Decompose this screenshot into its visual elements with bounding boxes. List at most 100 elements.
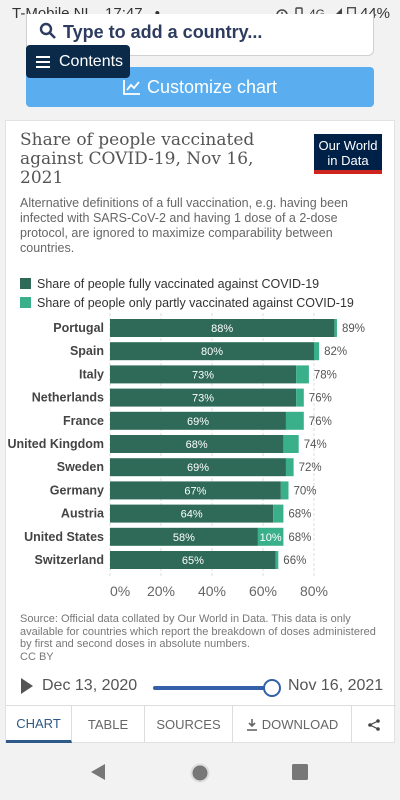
bar-partial-value-label: 10% [260, 532, 282, 544]
bar-value-label: 68% [186, 439, 208, 451]
tab-download-label: DOWNLOAD [261, 717, 339, 732]
download-icon [246, 718, 257, 731]
bar-value-label: 58% [173, 532, 195, 544]
bar-fully-vaccinated [110, 342, 314, 361]
license-text: CC BY [20, 650, 54, 663]
chart-tabs: CHART TABLE SOURCES DOWNLOAD [6, 705, 396, 743]
timeline-track[interactable] [153, 686, 273, 690]
bar-partly-vaccinated [275, 551, 279, 569]
bar-fully-vaccinated [110, 388, 297, 407]
country-label: Austria [61, 507, 105, 521]
bar-partly-vaccinated [314, 342, 320, 361]
country-label: Germany [50, 483, 104, 497]
bar-value-label: 67% [184, 485, 206, 497]
bar-total-label: 70% [294, 485, 317, 497]
bar-total-label: 82% [324, 346, 347, 358]
country-label: United Kingdom [7, 437, 104, 451]
timeline-end-date: Nov 16, 2021 [288, 677, 384, 694]
contents-button[interactable]: Contents [26, 45, 130, 78]
x-tick-label: 0% [110, 583, 130, 599]
tab-table[interactable]: TABLE [72, 706, 145, 743]
bar-fully-vaccinated [110, 551, 276, 569]
bar-partly-vaccinated [273, 504, 284, 523]
recents-icon[interactable] [292, 764, 308, 780]
bar-fully-vaccinated [110, 365, 297, 384]
bar-total-label: 72% [299, 462, 322, 474]
system-nav-bar [0, 745, 400, 800]
tab-chart-label: CHART [16, 715, 61, 731]
share-button[interactable] [352, 706, 396, 743]
bar-partly-vaccinated [280, 481, 289, 500]
bar-partly-vaccinated [285, 458, 294, 477]
search-placeholder: Type to add a country... [63, 22, 263, 42]
bar-total-label: 78% [314, 369, 337, 381]
owid-logo[interactable]: Our World in Data [314, 134, 382, 174]
bar-partly-vaccinated [296, 365, 309, 384]
bar-partly-vaccinated [296, 388, 304, 407]
legend-item-full[interactable]: Share of people fully vaccinated against… [20, 274, 354, 293]
timeline: Dec 13, 2020 Nov 16, 2021 [6, 669, 396, 705]
menu-icon [36, 55, 50, 68]
bar-fully-vaccinated [110, 504, 274, 523]
tab-sources-label: SOURCES [156, 717, 221, 732]
bar-total-label: 89% [342, 323, 365, 335]
x-tick-label: 60% [249, 583, 277, 599]
x-tick-label: 80% [300, 583, 328, 599]
country-label: Portugal [53, 321, 104, 335]
legend-swatch-full [20, 278, 31, 289]
bar-value-label: 69% [187, 462, 209, 474]
legend-label-full: Share of people fully vaccinated against… [37, 276, 320, 291]
bar-value-label: 73% [192, 393, 214, 405]
source-text: Source: Official data collated by Our Wo… [20, 613, 376, 650]
timeline-start-date: Dec 13, 2020 [42, 677, 138, 694]
legend-item-partial[interactable]: Share of people only partly vaccinated a… [20, 293, 354, 312]
x-tick-label: 40% [198, 583, 226, 599]
back-icon[interactable] [90, 763, 106, 781]
x-tick-label: 20% [147, 583, 175, 599]
country-label: Switzerland [35, 553, 104, 567]
tab-sources[interactable]: SOURCES [145, 706, 233, 743]
chart-card: Share of people vaccinated against COVID… [5, 120, 396, 743]
bar-partly-vaccinated [257, 527, 284, 546]
tab-table-label: TABLE [87, 717, 129, 732]
bar-value-label: 69% [187, 416, 209, 428]
tab-chart[interactable]: CHART [6, 706, 72, 743]
bar-fully-vaccinated [110, 435, 284, 453]
country-label: United States [24, 530, 104, 544]
tab-download[interactable]: DOWNLOAD [233, 706, 352, 743]
bar-total-label: 68% [288, 532, 311, 544]
bar-fully-vaccinated [110, 481, 281, 500]
bar-value-label: 64% [181, 509, 203, 521]
bar-value-label: 88% [211, 323, 233, 335]
bar-fully-vaccinated [110, 319, 335, 337]
search-icon [39, 22, 56, 39]
bar-partly-vaccinated [334, 319, 337, 337]
legend-swatch-partial [20, 297, 31, 308]
share-icon [368, 718, 380, 731]
notification-dot: • [155, 5, 160, 22]
bar-total-label: 74% [304, 439, 327, 451]
play-icon[interactable] [20, 677, 34, 695]
bar-total-label: 68% [288, 509, 311, 521]
bar-partly-vaccinated [285, 411, 304, 430]
logo-line-2: in Data [327, 153, 369, 168]
timeline-handle[interactable] [263, 679, 281, 697]
logo-line-1: Our World [318, 138, 378, 153]
bar-partly-vaccinated [283, 435, 299, 453]
country-label: Italy [79, 367, 104, 381]
home-icon[interactable] [189, 762, 211, 784]
chart-line-icon [123, 80, 140, 95]
legend-label-partial: Share of people only partly vaccinated a… [37, 295, 354, 310]
bar-chart: 0% 20% 40% 60% 80% Portugal 88% 89% Spain 80% 82% I… [7, 313, 365, 599]
country-label: France [63, 414, 104, 428]
country-label: Sweden [57, 460, 104, 474]
customize-label: Customize chart [146, 76, 278, 97]
chart-legend: Share of people fully vaccinated against… [20, 274, 354, 312]
contents-label: Contents [59, 52, 124, 70]
country-label: Spain [70, 344, 104, 358]
bar-fully-vaccinated [110, 458, 286, 477]
bar-value-label: 80% [201, 346, 223, 358]
timeline-progress [153, 686, 273, 690]
bar-total-label: 76% [309, 393, 332, 405]
chart-subtitle: Alternative definitions of a full vaccin… [20, 196, 348, 255]
